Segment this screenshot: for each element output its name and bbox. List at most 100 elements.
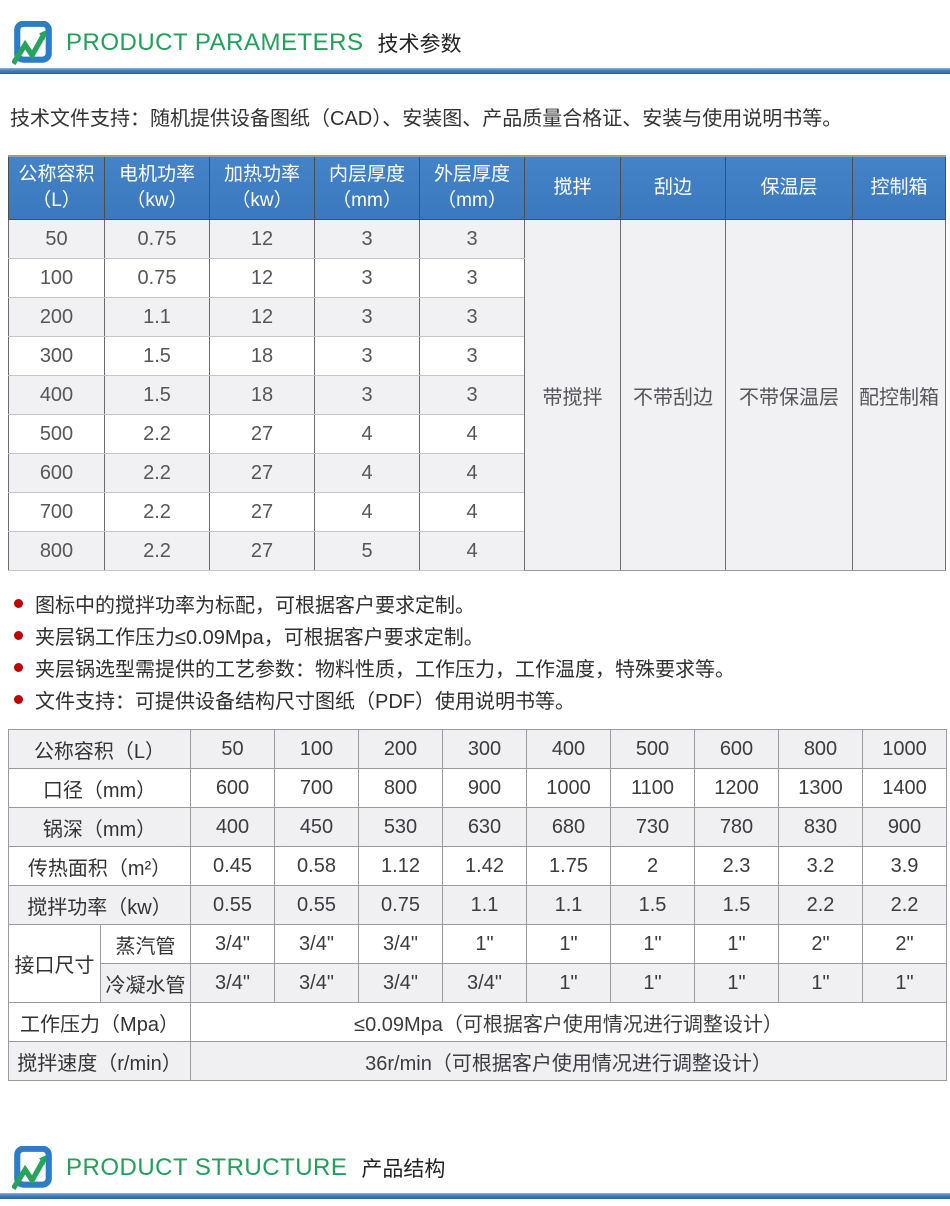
value-cell: 3/4" xyxy=(274,924,359,964)
data-cell: 12 xyxy=(209,219,315,259)
bullet-icon xyxy=(14,630,23,640)
value-cell: 1300 xyxy=(778,768,863,808)
table-row: 700 2.2 27 4 4 xyxy=(8,492,946,532)
value-cell: 2" xyxy=(778,924,863,964)
data-cell: 4 xyxy=(314,414,420,454)
data-cell: 3 xyxy=(419,297,525,337)
value-cell: 730 xyxy=(610,807,695,847)
data-cell: 3 xyxy=(419,336,525,376)
data-cell: 1.5 xyxy=(104,336,210,376)
span-value-cell: 36r/min（可根据客户使用情况进行调整设计） xyxy=(190,1041,947,1081)
bullet-icon xyxy=(14,662,23,672)
note-text: 夹层锅工作压力≤0.09Mpa，可根据客户要求定制。 xyxy=(35,626,484,649)
data-cell: 18 xyxy=(209,375,315,415)
value-cell: 1200 xyxy=(694,768,779,808)
notes-list: 图标中的搅拌功率为标配，可根据客户要求定制。 夹层锅工作压力≤0.09Mpa，可… xyxy=(14,587,950,715)
value-cell: 300 xyxy=(442,729,527,769)
value-cell: 1000 xyxy=(862,729,947,769)
data-cell: 4 xyxy=(419,531,525,571)
data-cell: 27 xyxy=(209,531,315,571)
data-cell: 3 xyxy=(419,219,525,259)
data-cell: 3 xyxy=(314,219,420,259)
data-cell: 1.5 xyxy=(104,375,210,415)
value-cell: 3/4" xyxy=(358,924,443,964)
data-cell: 3 xyxy=(419,258,525,298)
value-cell: 3/4" xyxy=(190,924,275,964)
table-row: 口径（mm） 600 700 800 900 1000 1100 1200 13… xyxy=(8,768,947,808)
value-cell: 1" xyxy=(526,963,611,1003)
value-cell: 780 xyxy=(694,807,779,847)
table-row: 100 0.75 12 3 3 xyxy=(8,258,946,298)
data-cell: 800 xyxy=(8,531,105,571)
row-label: 搅拌速度（r/min） xyxy=(8,1041,191,1081)
section-title-cn: 技术参数 xyxy=(377,33,462,56)
value-cell: 700 xyxy=(274,768,359,808)
header-cell: 搅拌 xyxy=(524,155,621,220)
value-cell: 800 xyxy=(778,729,863,769)
value-cell: 1400 xyxy=(862,768,947,808)
data-cell: 3 xyxy=(314,258,420,298)
data-cell: 27 xyxy=(209,453,315,493)
header-cell: 电机功率 （kw） xyxy=(104,155,210,220)
value-cell: 2.2 xyxy=(778,885,863,925)
note-item: 图标中的搅拌功率为标配，可根据客户要求定制。 xyxy=(14,587,950,619)
note-text: 文件支持：可提供设备结构尺寸图纸（PDF）使用说明书等。 xyxy=(35,690,575,713)
value-cell: 600 xyxy=(190,768,275,808)
data-cell: 2.2 xyxy=(104,414,210,454)
note-item: 夹层锅选型需提供的工艺参数：物料性质，工作压力，工作温度，特殊要求等。 xyxy=(14,651,950,683)
data-cell: 700 xyxy=(8,492,105,532)
data-cell: 200 xyxy=(8,297,105,337)
value-cell: 1.1 xyxy=(526,885,611,925)
data-cell: 4 xyxy=(419,492,525,532)
header-cell: 控制箱 xyxy=(852,155,946,220)
table-row: 400 1.5 18 3 3 xyxy=(8,375,946,415)
value-cell: 1" xyxy=(694,963,779,1003)
structure-section-header: PRODUCT STRUCTURE 产品结构 xyxy=(12,1145,950,1191)
data-cell: 5 xyxy=(314,531,420,571)
value-cell: 1" xyxy=(610,963,695,1003)
data-cell: 2.2 xyxy=(104,492,210,532)
sub-label-steam: 蒸汽管 xyxy=(100,924,191,964)
note-text: 夹层锅选型需提供的工艺参数：物料性质，工作压力，工作温度，特殊要求等。 xyxy=(35,658,735,681)
brand-logo-icon xyxy=(12,21,52,65)
value-cell: 3/4" xyxy=(358,963,443,1003)
value-cell: 3.9 xyxy=(862,846,947,886)
value-cell: 630 xyxy=(442,807,527,847)
data-cell: 27 xyxy=(209,492,315,532)
value-cell: 900 xyxy=(442,768,527,808)
value-cell: 400 xyxy=(526,729,611,769)
merged-cell-control-box: 配控制箱 xyxy=(852,219,946,571)
header-cell: 保温层 xyxy=(725,155,853,220)
value-cell: 1.5 xyxy=(610,885,695,925)
value-cell: 1.5 xyxy=(694,885,779,925)
note-item: 夹层锅工作压力≤0.09Mpa，可根据客户要求定制。 xyxy=(14,619,950,651)
value-cell: 50 xyxy=(190,729,275,769)
note-item: 文件支持：可提供设备结构尺寸图纸（PDF）使用说明书等。 xyxy=(14,683,950,715)
value-cell: 1" xyxy=(862,963,947,1003)
value-cell: 3/4" xyxy=(190,963,275,1003)
value-cell: 530 xyxy=(358,807,443,847)
value-cell: 1000 xyxy=(526,768,611,808)
value-cell: 2 xyxy=(610,846,695,886)
value-cell: 200 xyxy=(358,729,443,769)
data-cell: 1.1 xyxy=(104,297,210,337)
value-cell: 1100 xyxy=(610,768,695,808)
span-value-cell: ≤0.09Mpa（可根据客户使用情况进行调整设计） xyxy=(190,1002,947,1042)
data-cell: 3 xyxy=(314,336,420,376)
value-cell: 3.2 xyxy=(778,846,863,886)
section-divider xyxy=(0,1193,950,1199)
data-cell: 500 xyxy=(8,414,105,454)
header-cell: 加热功率 （kw） xyxy=(209,155,315,220)
table-row: 锅深（mm） 400 450 530 630 680 730 780 830 9… xyxy=(8,807,947,847)
table-row: 300 1.5 18 3 3 xyxy=(8,336,946,376)
data-cell: 12 xyxy=(209,258,315,298)
data-cell: 3 xyxy=(314,375,420,415)
value-cell: 1.42 xyxy=(442,846,527,886)
merged-cell-insulation: 不带保温层 xyxy=(725,219,853,571)
bullet-icon xyxy=(14,598,23,608)
data-cell: 27 xyxy=(209,414,315,454)
row-label: 搅拌功率（kw） xyxy=(8,885,191,925)
value-cell: 3/4" xyxy=(442,963,527,1003)
data-cell: 0.75 xyxy=(104,258,210,298)
value-cell: 0.75 xyxy=(358,885,443,925)
